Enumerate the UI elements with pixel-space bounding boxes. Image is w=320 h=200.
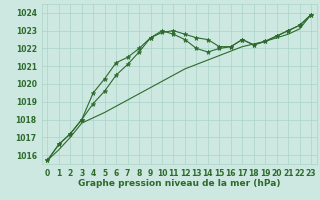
X-axis label: Graphe pression niveau de la mer (hPa): Graphe pression niveau de la mer (hPa): [78, 179, 280, 188]
